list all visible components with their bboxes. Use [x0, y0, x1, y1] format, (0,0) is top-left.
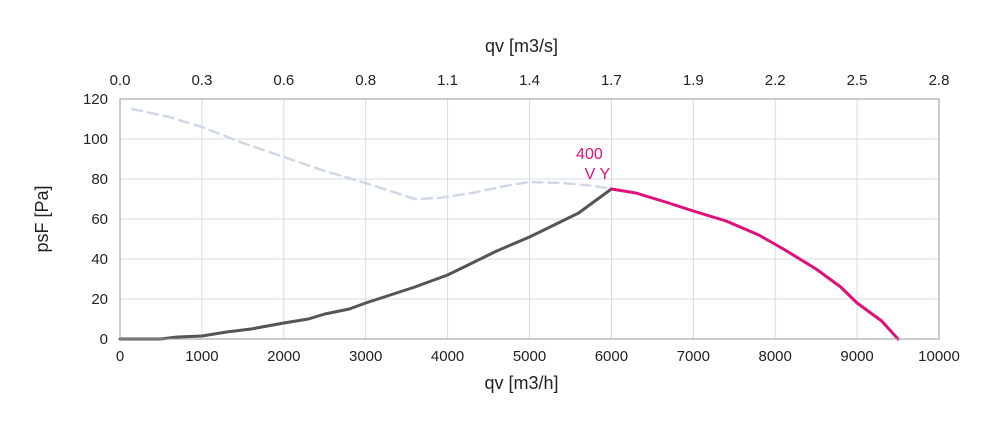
x2-tick-label: 2.2	[765, 72, 786, 89]
operating-point-label-line2: V Y	[585, 166, 611, 183]
x2-tick-label: 1.1	[437, 72, 458, 89]
x-tick-label: 8000	[759, 348, 792, 365]
x-tick-label: 6000	[595, 348, 628, 365]
x-tick-label: 3000	[349, 348, 382, 365]
x-tick-label: 2000	[267, 348, 300, 365]
x-tick-label: 9000	[840, 348, 873, 365]
y-tick-label: 20	[91, 291, 108, 308]
x-tick-label: 0	[116, 348, 124, 365]
y-tick-label: 100	[83, 131, 108, 148]
x2-tick-label: 1.7	[601, 72, 622, 89]
x2-tick-label: 0.0	[110, 72, 131, 89]
y-tick-label: 120	[83, 91, 108, 108]
y-tick-label: 40	[91, 251, 108, 268]
x2-tick-label: 2.5	[847, 72, 868, 89]
y-tick-label: 60	[91, 211, 108, 228]
x-tick-label: 7000	[677, 348, 710, 365]
y-tick-label: 80	[91, 171, 108, 188]
x2-tick-label: 0.3	[191, 72, 212, 89]
x-tick-label: 10000	[918, 348, 960, 365]
x-tick-label: 5000	[513, 348, 546, 365]
left-axis-title: psF [Pa]	[32, 185, 52, 252]
x2-tick-label: 1.9	[683, 72, 704, 89]
x2-tick-label: 2.8	[929, 72, 950, 89]
fan-curve-line	[609, 187, 900, 341]
y-tick-label: 0	[100, 331, 108, 348]
x2-tick-label: 0.8	[355, 72, 376, 89]
bottom-axis-title: qv [m3/h]	[484, 373, 558, 393]
system-curve-line	[118, 187, 613, 341]
x-tick-label: 1000	[185, 348, 218, 365]
series-group	[118, 107, 900, 341]
top-axis-title: qv [m3/s]	[485, 36, 558, 56]
x-tick-label: 4000	[431, 348, 464, 365]
operating-point-label-line1: 400	[576, 146, 603, 163]
x2-tick-label: 0.6	[273, 72, 294, 89]
x2-tick-label: 1.4	[519, 72, 540, 89]
tick-labels: 00.010000.320000.630000.840001.150001.46…	[83, 72, 960, 365]
plot-frame	[119, 98, 940, 340]
